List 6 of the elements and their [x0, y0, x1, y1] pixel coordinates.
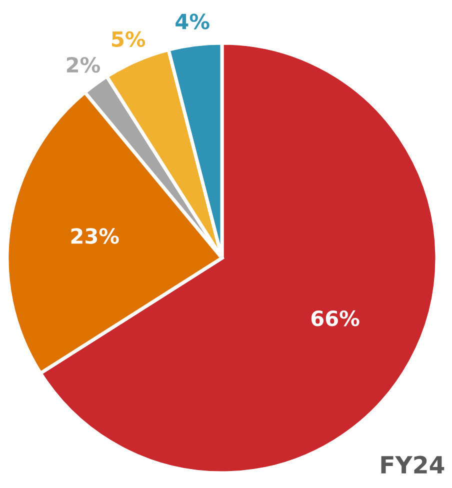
- data-label: 2%: [66, 56, 100, 73]
- data-label: 5%: [112, 31, 146, 47]
- data-label: 4%: [176, 14, 210, 30]
- text: FY24: [381, 456, 444, 474]
- data-label: 23%: [71, 228, 119, 244]
- data-label: 66%: [311, 310, 360, 326]
